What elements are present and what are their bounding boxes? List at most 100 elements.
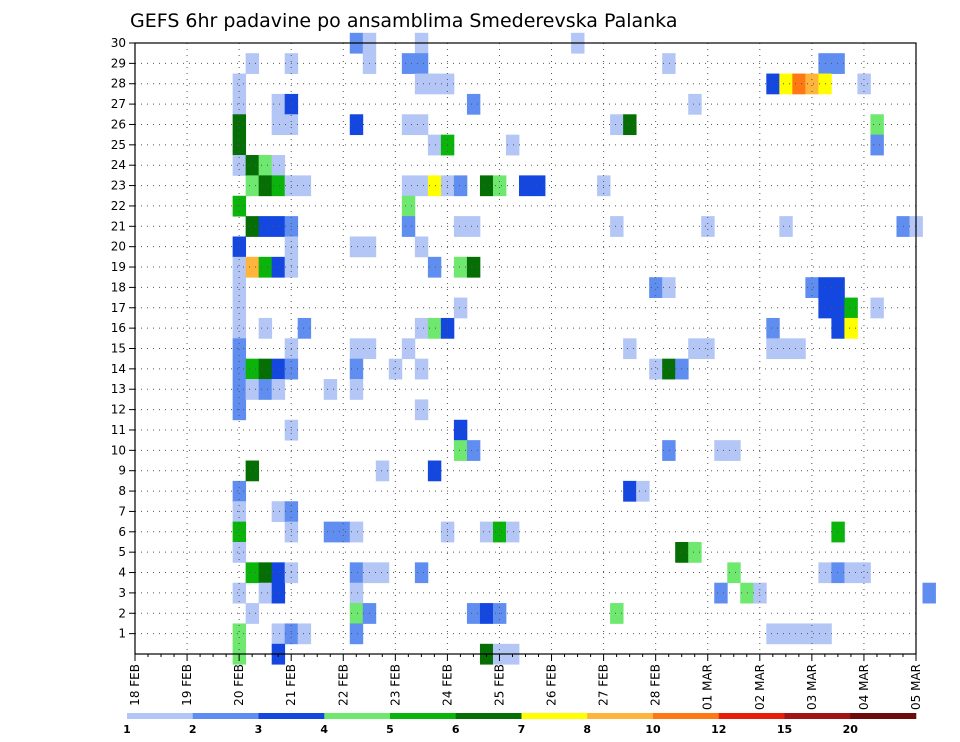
heatmap-cell	[232, 317, 247, 339]
legend-swatch	[455, 713, 522, 719]
legend-swatch	[127, 713, 194, 719]
heatmap-cell	[232, 236, 247, 258]
legend-label: 5	[386, 723, 394, 736]
heatmap-cell	[414, 73, 429, 95]
heatmap-cell	[401, 338, 416, 360]
x-tick-label: 01 MAR	[701, 664, 715, 710]
heatmap-cell	[349, 236, 364, 258]
heatmap-cell	[766, 73, 780, 95]
heatmap-cell	[779, 73, 793, 95]
heatmap-cell	[701, 338, 715, 360]
legend-swatch	[192, 713, 259, 719]
y-tick-label: 23	[111, 179, 126, 193]
heatmap-cell	[427, 460, 442, 482]
heatmap-cell	[532, 175, 546, 197]
heatmap-cell	[232, 256, 247, 278]
x-tick-label: 20 FEB	[232, 664, 246, 706]
legend-label: 1	[123, 723, 131, 736]
heatmap-cell	[792, 623, 806, 645]
heatmap-cell	[649, 277, 663, 298]
x-tick-label: 05 MAR	[909, 664, 923, 710]
x-tick-label: 18 FEB	[128, 664, 142, 706]
legend-label: 15	[777, 723, 792, 736]
heatmap-cell	[232, 195, 247, 217]
heatmap-cell	[245, 256, 260, 278]
legend-swatch	[784, 713, 851, 719]
heatmap-cell	[492, 521, 507, 543]
heatmap-cell	[258, 358, 273, 380]
heatmap-cell	[271, 501, 286, 523]
heatmap-cell	[401, 114, 416, 136]
heatmap-cell	[232, 582, 247, 604]
legend-label: 2	[189, 723, 197, 736]
heatmap-cell	[271, 379, 286, 400]
heatmap-cell	[297, 623, 312, 645]
heatmap-cell	[453, 256, 468, 278]
heatmap-cell	[232, 93, 247, 115]
heatmap-cell	[245, 460, 260, 482]
heatmap-cell	[401, 195, 416, 217]
y-tick-label: 26	[111, 117, 126, 131]
heatmap-cell	[258, 582, 273, 604]
heatmap-cell	[258, 155, 273, 176]
legend-swatch	[850, 713, 917, 719]
heatmap-cell	[831, 277, 845, 298]
heatmap-cell	[414, 562, 429, 584]
heatmap-cell	[610, 114, 624, 136]
heatmap-cell	[349, 562, 364, 584]
heatmap-cell	[349, 114, 364, 136]
legend-swatch	[521, 713, 588, 719]
y-tick-label: 7	[118, 504, 126, 518]
heatmap-cell	[271, 256, 286, 278]
legend-swatch	[587, 713, 654, 719]
y-tick-label: 22	[111, 199, 126, 213]
heatmap-cell	[245, 216, 260, 237]
x-tick-label: 04 MAR	[857, 664, 871, 710]
y-tick-label: 3	[118, 586, 126, 600]
legend-label: 20	[843, 723, 859, 736]
heatmap-cell	[466, 440, 481, 461]
heatmap-cell	[232, 73, 247, 95]
y-axis: 1234567891011121314151617181920212223242…	[111, 36, 135, 641]
y-tick-label: 13	[111, 382, 126, 396]
y-tick-label: 24	[111, 158, 126, 172]
legend-label: 12	[711, 723, 726, 736]
heatmap-cell	[857, 562, 871, 584]
heatmap-cell	[245, 562, 260, 584]
heatmap-cell	[245, 379, 260, 400]
heatmap-cell	[323, 521, 338, 543]
legend-swatch	[718, 713, 785, 719]
x-tick-label: 23 FEB	[388, 664, 402, 706]
heatmap-cell	[427, 256, 442, 278]
heatmap-cell	[414, 175, 429, 197]
y-tick-label: 20	[111, 240, 126, 254]
heatmap-cell	[766, 338, 780, 360]
heatmap-cell	[297, 317, 312, 339]
heatmap-cell	[623, 480, 637, 502]
heatmap-cell	[610, 216, 624, 237]
x-tick-label: 25 FEB	[492, 664, 506, 706]
heatmap-cell	[466, 216, 481, 237]
legend-label: 8	[583, 723, 591, 736]
heatmap-cell	[844, 562, 858, 584]
heatmap-cell	[427, 134, 442, 156]
heatmap-cell	[414, 53, 429, 74]
y-tick-label: 8	[118, 484, 126, 498]
legend-label: 3	[255, 723, 263, 736]
heatmap-cell	[271, 216, 286, 237]
y-tick-label: 27	[111, 97, 126, 111]
heatmap-cell	[831, 521, 845, 543]
heatmap-cell	[271, 175, 286, 197]
y-tick-label: 5	[118, 545, 126, 559]
heatmap-cell	[232, 155, 247, 176]
heatmap-cell	[427, 73, 442, 95]
y-tick-label: 4	[118, 566, 126, 580]
heatmap-cell	[479, 175, 494, 197]
heatmap-cell	[766, 623, 780, 645]
x-tick-label: 26 FEB	[545, 664, 559, 706]
x-tick-label: 02 MAR	[753, 664, 767, 710]
heatmap-cell	[388, 358, 403, 380]
heatmap-cell	[414, 317, 429, 339]
heatmap-cell	[479, 521, 494, 543]
